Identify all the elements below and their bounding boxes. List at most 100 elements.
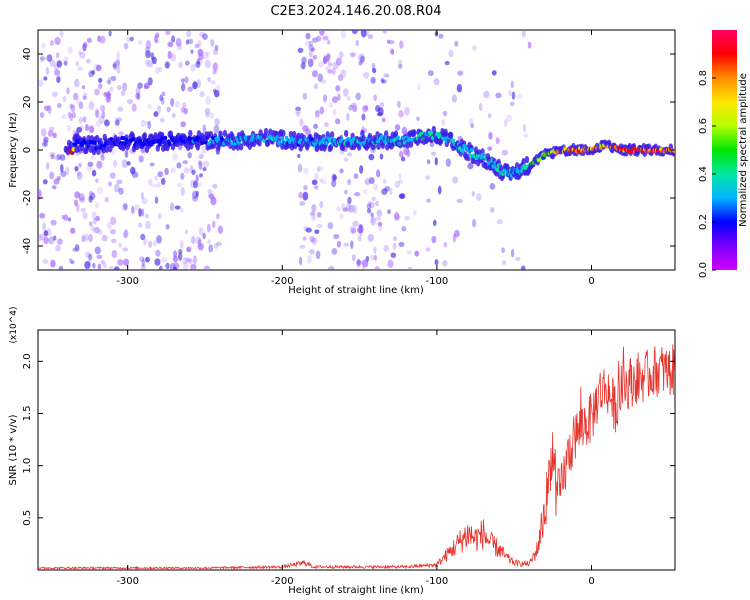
- spectrogram-ridge-mark: [104, 145, 110, 153]
- spectrogram-noise-blob: [145, 46, 151, 53]
- spectrogram-noise-blob: [337, 93, 341, 101]
- spectrogram-noise-blob: [452, 176, 459, 184]
- spectrogram-noise-blob: [379, 153, 384, 160]
- spectrogram-noise-blob: [334, 118, 341, 125]
- spectrogram-noise-blob: [62, 95, 67, 103]
- spectrogram-noise-blob: [53, 235, 57, 241]
- spectrogram-noise-blob: [298, 191, 303, 199]
- spectrogram-noise-blob: [117, 259, 124, 266]
- spectrogram-noise-blob: [426, 159, 431, 165]
- spectrogram-noise-blob: [503, 118, 508, 128]
- spectrogram-ridge-mark: [343, 129, 349, 138]
- spectrogram-noise-blob: [356, 259, 362, 266]
- spectrogram-ridge-mark: [257, 139, 262, 147]
- spectrogram-noise-blob: [58, 265, 64, 270]
- spectrogram-noise-blob: [53, 178, 60, 185]
- spectrogram-noise-blob: [376, 209, 383, 217]
- spectrogram-noise-blob: [356, 227, 364, 234]
- spectrogram-noise-blob: [297, 163, 303, 173]
- spectrogram-y-tick-label: 40: [22, 48, 33, 61]
- spectrogram-noise-blob: [147, 120, 152, 130]
- spectrogram-noise-blob: [394, 124, 401, 131]
- spectrogram-noise-blob: [361, 259, 369, 268]
- spectrogram-noise-blob: [180, 107, 186, 113]
- snr-x-tick-label: -200: [271, 576, 294, 587]
- spectrogram-noise-blob: [56, 76, 61, 84]
- snr-y-tick-label: 2.0: [22, 353, 33, 369]
- spectrogram-noise-blob: [355, 92, 361, 101]
- spectrogram-x-tick-label: 0: [588, 276, 594, 287]
- spectrogram-noise-blob: [180, 187, 185, 196]
- spectrogram-noise-blob: [319, 178, 324, 183]
- spectrogram-noise-blob: [39, 111, 45, 119]
- spectrogram-noise-blob: [362, 188, 368, 194]
- spectrogram-noise-blob: [323, 94, 327, 103]
- spectrogram-ridge-mark: [281, 129, 286, 137]
- spectrogram-noise-blob: [114, 117, 119, 126]
- spectrogram-noise-blob: [388, 40, 395, 45]
- spectrogram-noise-blob: [88, 100, 95, 110]
- spectrogram-noise-blob: [141, 258, 146, 267]
- spectrogram-noise-blob: [91, 70, 96, 75]
- spectrogram-noise-blob: [105, 94, 111, 103]
- spectrogram-noise-blob: [97, 263, 102, 270]
- spectrogram-noise-blob: [48, 236, 55, 245]
- spectrogram-marks: [38, 30, 675, 270]
- spectrogram-noise-blob: [98, 229, 103, 236]
- spectrogram-noise-blob: [364, 178, 371, 186]
- spectrogram-noise-blob: [398, 241, 405, 248]
- spectrogram-noise-blob: [149, 162, 155, 167]
- spectrogram-noise-blob: [192, 195, 199, 202]
- spectrogram-noise-blob: [172, 152, 179, 161]
- spectrogram-noise-blob: [303, 184, 308, 191]
- spectrogram-noise-blob: [343, 242, 349, 247]
- spectrogram-noise-blob: [368, 153, 375, 161]
- spectrogram-noise-blob: [49, 152, 56, 157]
- spectrogram-noise-blob: [412, 210, 417, 216]
- spectrogram-ridge-core: [93, 140, 97, 146]
- spectrogram-noise-blob: [456, 198, 463, 204]
- colorbar-gradient: [712, 30, 737, 270]
- spectrogram-noise-blob: [349, 225, 357, 234]
- spectrogram-noise-blob: [60, 163, 64, 173]
- spectrogram-noise-blob: [433, 78, 440, 86]
- spectrogram-noise-blob: [351, 30, 358, 35]
- spectrogram-ridge-mark: [329, 131, 335, 139]
- spectrogram-noise-blob: [373, 94, 378, 102]
- spectrogram-noise-blob: [487, 113, 492, 119]
- spectrogram-ridge-core: [138, 138, 143, 144]
- spectrogram-noise-blob: [441, 119, 446, 127]
- spectrogram-noise-blob: [67, 217, 72, 222]
- spectrogram-noise-blob: [367, 34, 374, 40]
- spectrogram-noise-blob: [332, 108, 337, 116]
- spectrogram-noise-blob: [202, 124, 206, 134]
- spectrogram-noise-blob: [96, 160, 103, 169]
- spectrogram-noise-blob: [157, 213, 162, 220]
- spectrogram-noise-blob: [342, 207, 348, 212]
- spectrogram-noise-blob: [321, 179, 328, 185]
- spectrogram-noise-blob: [331, 248, 338, 255]
- spectrogram-x-tick-label: -300: [116, 276, 139, 287]
- spectrogram-noise-blob: [332, 67, 336, 76]
- spectrogram-noise-blob: [197, 243, 204, 251]
- spectrogram-ridge-mark: [524, 156, 530, 164]
- spectrogram-noise-blob: [99, 104, 106, 112]
- spectrogram-x-tick-label: -100: [426, 276, 449, 287]
- spectrogram-noise-blob: [145, 50, 151, 59]
- spectrogram-noise-blob: [143, 238, 147, 246]
- spectrogram-noise-blob: [67, 46, 73, 54]
- spectrogram-noise-blob: [443, 241, 447, 248]
- spectrogram-noise-blob: [151, 56, 157, 65]
- spectrogram-noise-blob: [55, 52, 60, 59]
- spectrogram-noise-blob: [521, 30, 527, 38]
- spectrogram-noise-blob: [154, 258, 161, 266]
- spectrogram-noise-blob: [84, 261, 91, 269]
- spectrogram-noise-blob: [43, 236, 49, 245]
- spectrogram-noise-blob: [340, 30, 347, 39]
- spectrogram-noise-blob: [510, 248, 515, 258]
- spectrogram-noise-blob: [167, 41, 174, 48]
- spectrogram-noise-blob: [38, 191, 42, 201]
- spectrogram-noise-blob: [207, 76, 211, 83]
- spectrogram-noise-blob: [201, 145, 207, 155]
- spectrogram-noise-blob: [434, 157, 438, 166]
